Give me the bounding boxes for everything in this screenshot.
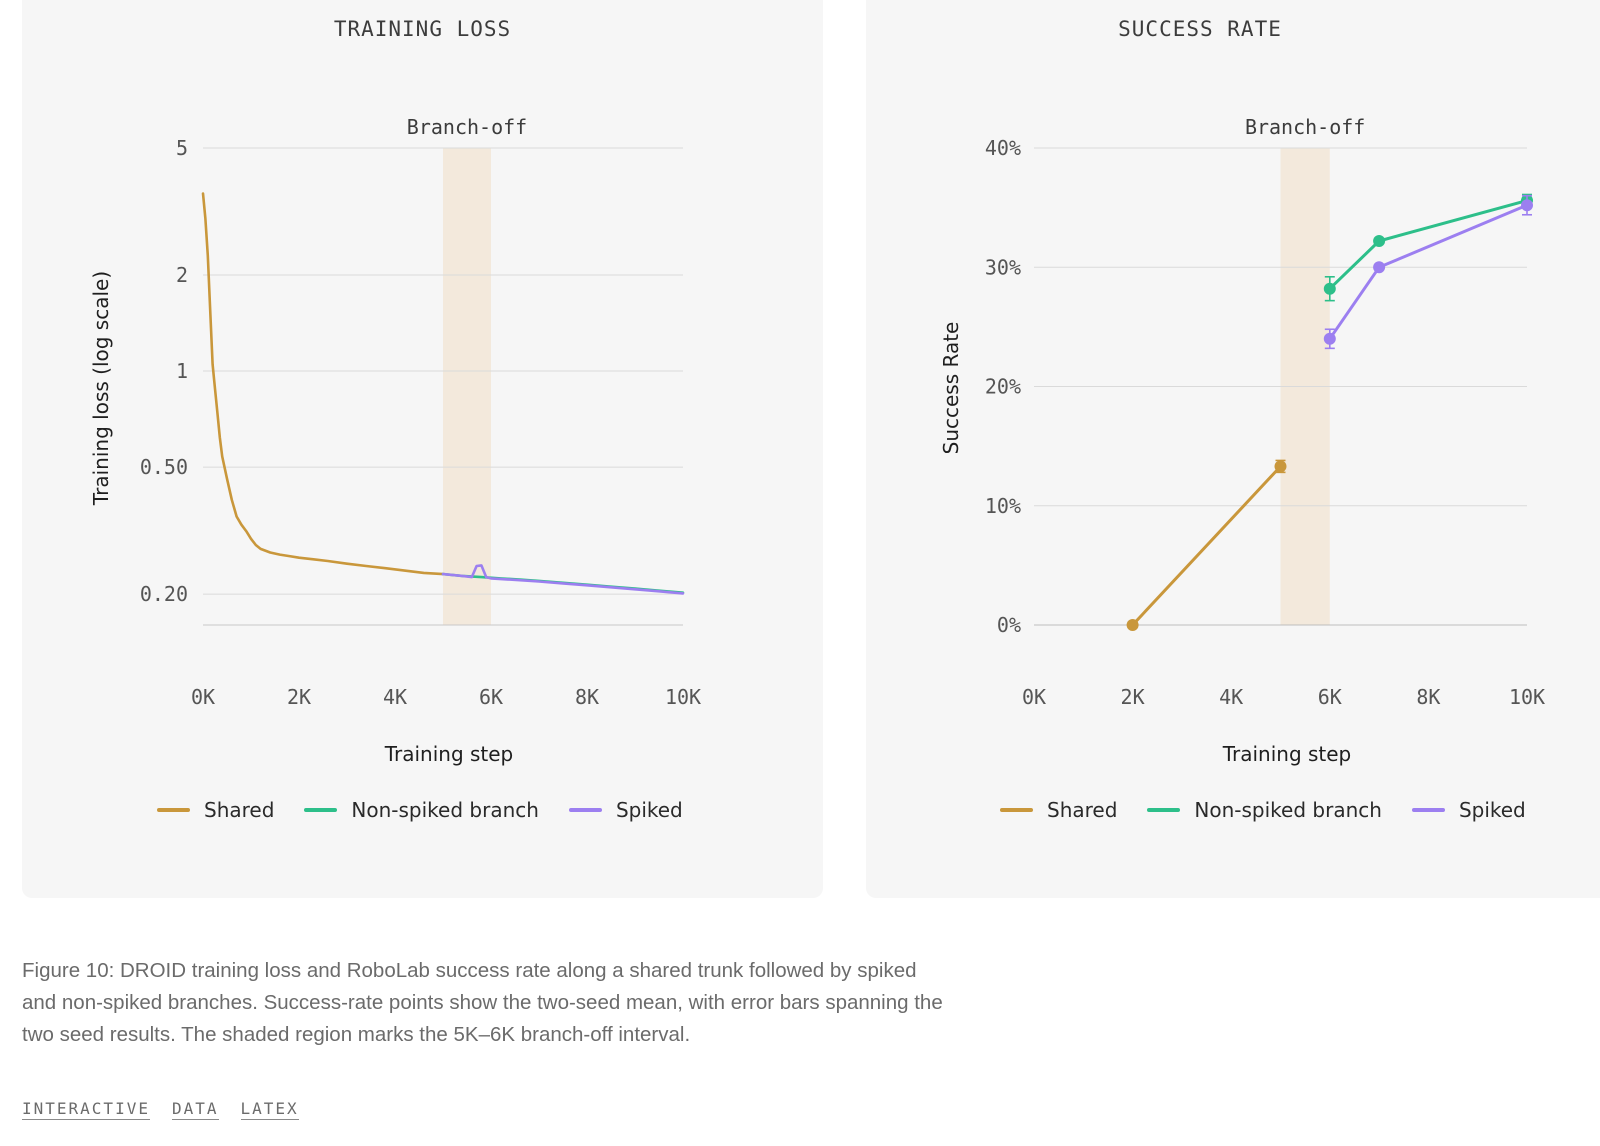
data-point bbox=[1323, 282, 1336, 295]
legend-swatch-non-spiked bbox=[1147, 808, 1181, 812]
series-line-spiked bbox=[1328, 203, 1529, 341]
branch-off-band bbox=[443, 148, 491, 625]
interactive-link[interactable]: INTERACTIVE bbox=[22, 1099, 150, 1120]
legend-item-spiked: Spiked bbox=[1411, 798, 1526, 822]
series-line-shared bbox=[1131, 464, 1282, 627]
training-loss-panel: TRAINING LOSS Branch-off 5 2 1 0.50 0.20 0K 2K 4… bbox=[22, 0, 823, 898]
x-tick-label: 4K bbox=[383, 685, 407, 709]
series-line-shared bbox=[201, 192, 445, 576]
x-tick-label: 2K bbox=[287, 685, 311, 709]
x-tick-label: 0K bbox=[1022, 685, 1046, 709]
legend-label: Spiked bbox=[1458, 798, 1526, 822]
figure-links: INTERACTIVE DATA LATEX bbox=[22, 1099, 321, 1120]
data-point bbox=[1126, 619, 1139, 631]
data-link[interactable]: DATA bbox=[171, 1099, 219, 1120]
x-axis-title: Training step bbox=[1222, 742, 1352, 766]
data-point bbox=[1373, 235, 1386, 248]
legend-swatch-shared bbox=[1000, 808, 1033, 812]
data-point bbox=[1323, 332, 1336, 345]
data-point bbox=[1373, 261, 1386, 274]
x-tick-label: 8K bbox=[1416, 685, 1440, 709]
y-tick-label: 0.20 bbox=[140, 582, 188, 606]
y-tick-label: 2 bbox=[176, 263, 188, 287]
x-axis-title: Training step bbox=[384, 742, 514, 766]
y-tick-label: 40% bbox=[985, 136, 1021, 160]
data-point bbox=[1521, 199, 1533, 212]
y-tick-label: 30% bbox=[985, 255, 1021, 279]
y-tick-label: 5 bbox=[176, 136, 188, 160]
success-rate-panel: SUCCESS RATE Branch-off 0% 10% 20% 30% 40% 0K 2… bbox=[866, 0, 1600, 898]
legend: Shared Non-spiked branch Spiked bbox=[157, 798, 683, 822]
legend-swatch-shared bbox=[157, 808, 190, 812]
data-point bbox=[1274, 460, 1287, 473]
y-axis-title: Training loss (log scale) bbox=[89, 271, 113, 506]
y-tick-label: 10% bbox=[985, 494, 1021, 518]
x-tick-label: 6K bbox=[479, 685, 503, 709]
x-tick-label: 2K bbox=[1121, 685, 1145, 709]
y-tick-label: 20% bbox=[985, 375, 1021, 399]
series-line-non-spiked-branch bbox=[1328, 199, 1529, 291]
legend-swatch-spiked bbox=[568, 808, 602, 812]
y-tick-label: 0% bbox=[997, 613, 1021, 637]
legend-item-shared: Shared bbox=[157, 798, 274, 822]
latex-link[interactable]: LATEX bbox=[240, 1099, 299, 1120]
y-axis-title: Success Rate bbox=[939, 322, 963, 455]
x-tick-label: 4K bbox=[1219, 685, 1243, 709]
legend-item-spiked: Spiked bbox=[568, 798, 683, 822]
legend-swatch-non-spiked bbox=[304, 808, 338, 812]
x-tick-label: 8K bbox=[575, 685, 599, 709]
y-tick-label: 1 bbox=[176, 359, 188, 383]
legend-label: Non-spiked branch bbox=[351, 798, 539, 822]
legend: Shared Non-spiked branch Spiked bbox=[1000, 798, 1526, 822]
training-loss-chart: Branch-off 5 2 1 0.50 0.20 0K 2K 4K 6K 8K 10K Traini… bbox=[89, 115, 701, 766]
panel-title: SUCCESS RATE bbox=[1118, 17, 1282, 41]
success-rate-chart: Branch-off 0% 10% 20% 30% 40% 0K 2K 4K 6K 8K 10K Tra… bbox=[939, 115, 1545, 766]
legend-label: Spiked bbox=[615, 798, 683, 822]
legend-label: Non-spiked branch bbox=[1194, 798, 1382, 822]
x-tick-label: 6K bbox=[1318, 685, 1342, 709]
figure-caption: Figure 10: DROID training loss and RoboL… bbox=[22, 959, 943, 1046]
legend-item-non-spiked: Non-spiked branch bbox=[304, 798, 539, 822]
x-tick-label: 0K bbox=[191, 685, 215, 709]
x-tick-label: 10K bbox=[1509, 685, 1545, 709]
legend-item-non-spiked: Non-spiked branch bbox=[1147, 798, 1382, 822]
legend-swatch-spiked bbox=[1411, 808, 1445, 812]
branch-off-label: Branch-off bbox=[1245, 115, 1365, 139]
y-tick-label: 0.50 bbox=[140, 455, 188, 479]
series-line-spiked bbox=[441, 564, 685, 595]
panel-title: TRAINING LOSS bbox=[333, 17, 512, 41]
branch-off-label: Branch-off bbox=[407, 115, 527, 139]
legend-label: Shared bbox=[1047, 798, 1118, 822]
x-tick-label: 10K bbox=[665, 685, 701, 709]
legend-item-shared: Shared bbox=[1000, 798, 1117, 822]
legend-label: Shared bbox=[204, 798, 275, 822]
